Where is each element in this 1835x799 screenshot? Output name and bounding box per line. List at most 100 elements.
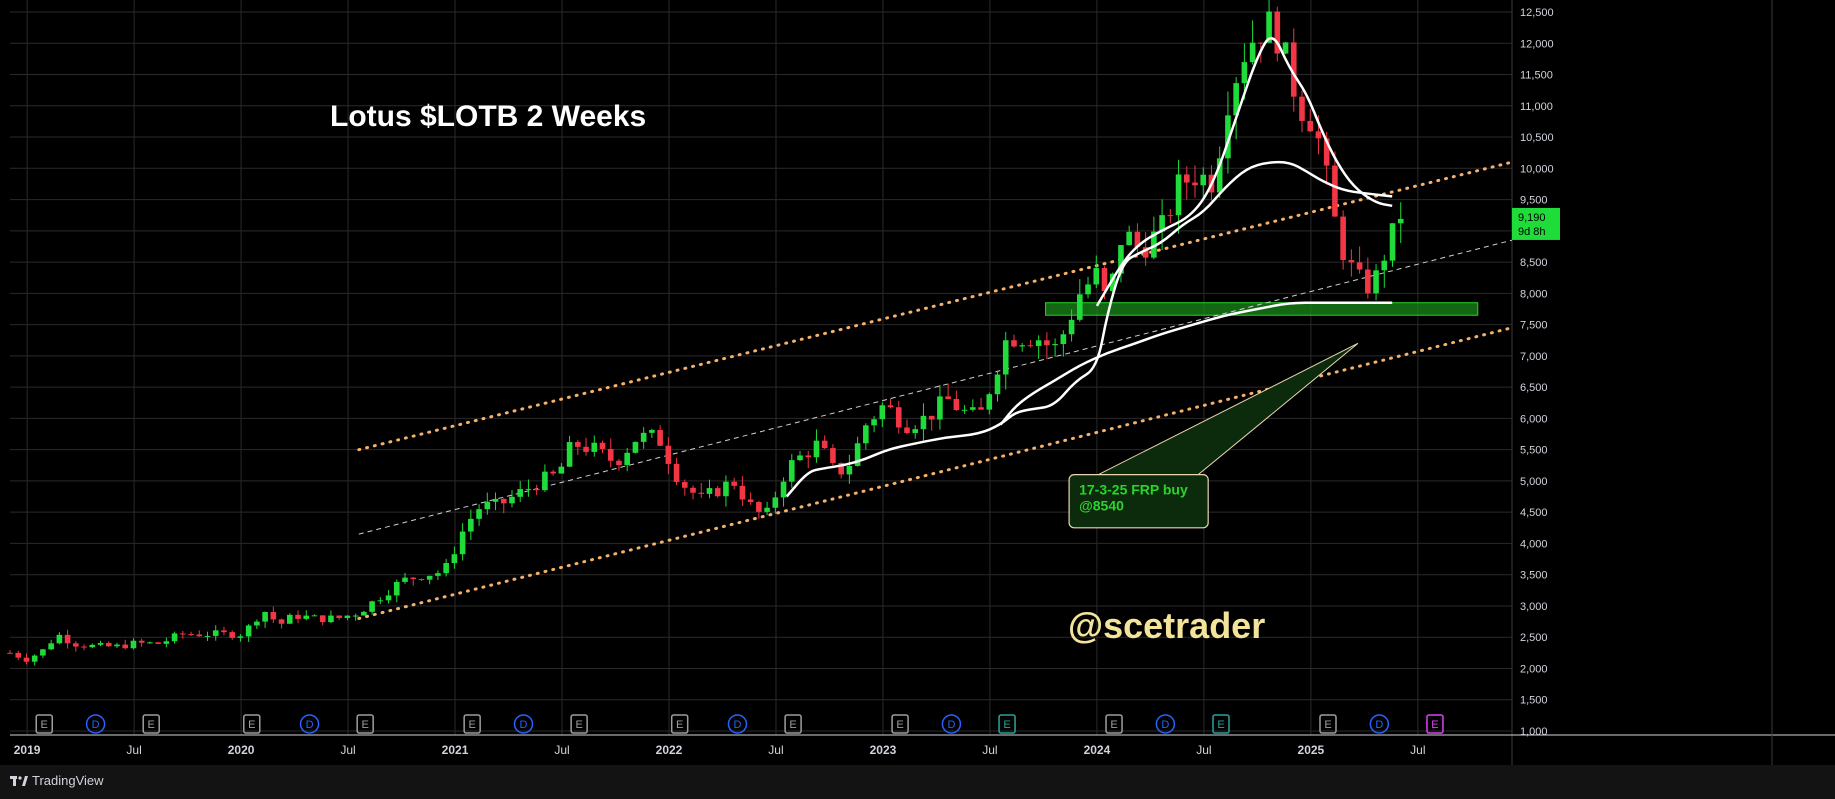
candle (731, 477, 737, 490)
candle-body (7, 652, 13, 654)
candle-body (616, 460, 622, 466)
y-tick-label: 1,500 (1520, 695, 1548, 707)
candle-body (1225, 115, 1231, 159)
candle-body (838, 462, 844, 475)
candle-body (887, 405, 894, 408)
candle (1299, 90, 1305, 133)
candle-body (459, 531, 466, 555)
dividend-icon (941, 714, 962, 734)
x-tick-label: 2019 (14, 743, 41, 757)
candle (1290, 28, 1297, 112)
earnings-icon-letter: E (575, 719, 582, 731)
candle-body (1052, 344, 1058, 346)
candle-body (15, 652, 22, 658)
x-tick-label: 2025 (1298, 743, 1325, 757)
candle-body (1381, 260, 1388, 271)
candle-body (147, 642, 153, 644)
candle-body (270, 612, 277, 620)
y-tick-label: 4,000 (1520, 538, 1548, 550)
bar-countdown: 9d 8h (1518, 226, 1546, 238)
candle-body (1002, 340, 1009, 375)
candle (270, 606, 277, 623)
callout-price: @8540 (1079, 498, 1124, 514)
candle (657, 425, 663, 447)
candle-body (599, 442, 606, 449)
candle-body (780, 481, 787, 498)
candle (920, 403, 927, 441)
earnings-icon-letter: E (1110, 719, 1117, 731)
candle-body (1068, 319, 1075, 335)
candle (1151, 216, 1157, 260)
candle-body (863, 425, 869, 444)
candle (64, 629, 71, 649)
candle-body (1159, 215, 1165, 232)
y-tick-label: 4,500 (1520, 507, 1548, 519)
candle (706, 479, 713, 499)
y-tick-label: 1,000 (1520, 726, 1548, 738)
candle-body (229, 632, 235, 638)
candle-body (731, 481, 737, 486)
candle (830, 444, 836, 466)
candle-body (714, 488, 721, 497)
channel-upper-line (357, 160, 1514, 452)
y-tick-label: 9,500 (1520, 195, 1548, 207)
candle-body (155, 642, 161, 644)
candle-body (1356, 262, 1363, 270)
candle (788, 454, 795, 488)
x-tick-label: Jul (554, 743, 569, 757)
candle (278, 618, 285, 629)
earnings-icon-letter: E (248, 719, 255, 731)
candle (616, 458, 622, 471)
candle (212, 625, 219, 641)
candle (1233, 77, 1239, 140)
candle (624, 447, 630, 472)
candle (1060, 330, 1067, 357)
candle-body (830, 448, 836, 463)
candle (756, 500, 762, 519)
candle (1348, 249, 1355, 277)
candle (171, 631, 178, 644)
candle-body (542, 471, 548, 491)
candle-body (764, 507, 770, 512)
candle-body (122, 644, 129, 649)
grid: 1,000 1,500 2,000 2,500 3,000 3,500 4,000 4,500… (10, 0, 1554, 757)
candle-body (550, 471, 556, 474)
candle-body (1044, 340, 1050, 346)
candle-body (739, 485, 746, 500)
candle (1093, 255, 1100, 289)
moving-average-long (999, 301, 1393, 426)
earnings-icon (998, 714, 1016, 734)
candle-body (435, 573, 441, 576)
candle (245, 623, 252, 642)
candle (978, 397, 984, 410)
candle-body (772, 497, 779, 508)
tradingview-brand[interactable]: TradingView (10, 773, 104, 788)
earnings-icon-letter: E (41, 719, 48, 731)
price-chart[interactable]: 1,000 1,500 2,000 2,500 3,000 3,500 4,000 4,500… (0, 0, 1835, 765)
candle-body (1077, 294, 1083, 320)
candle (1216, 146, 1223, 198)
candle (344, 615, 351, 621)
candle-body (484, 501, 491, 510)
candle (319, 615, 326, 626)
candle (575, 439, 581, 455)
candle-body (1019, 345, 1025, 347)
candle-body (468, 518, 474, 532)
candle-body (303, 615, 310, 619)
candle (871, 416, 877, 433)
candle (311, 614, 318, 617)
candle (542, 464, 548, 492)
candle-body (854, 443, 861, 466)
candle-body (986, 394, 993, 410)
candle-body (1340, 216, 1346, 261)
candle (1011, 334, 1017, 348)
candle-body (180, 633, 186, 635)
earnings-icon-letter: E (468, 719, 475, 731)
candle-body (1134, 231, 1141, 248)
candle (1307, 109, 1314, 132)
candle (40, 648, 46, 659)
candle (912, 425, 919, 439)
candle (163, 637, 170, 648)
